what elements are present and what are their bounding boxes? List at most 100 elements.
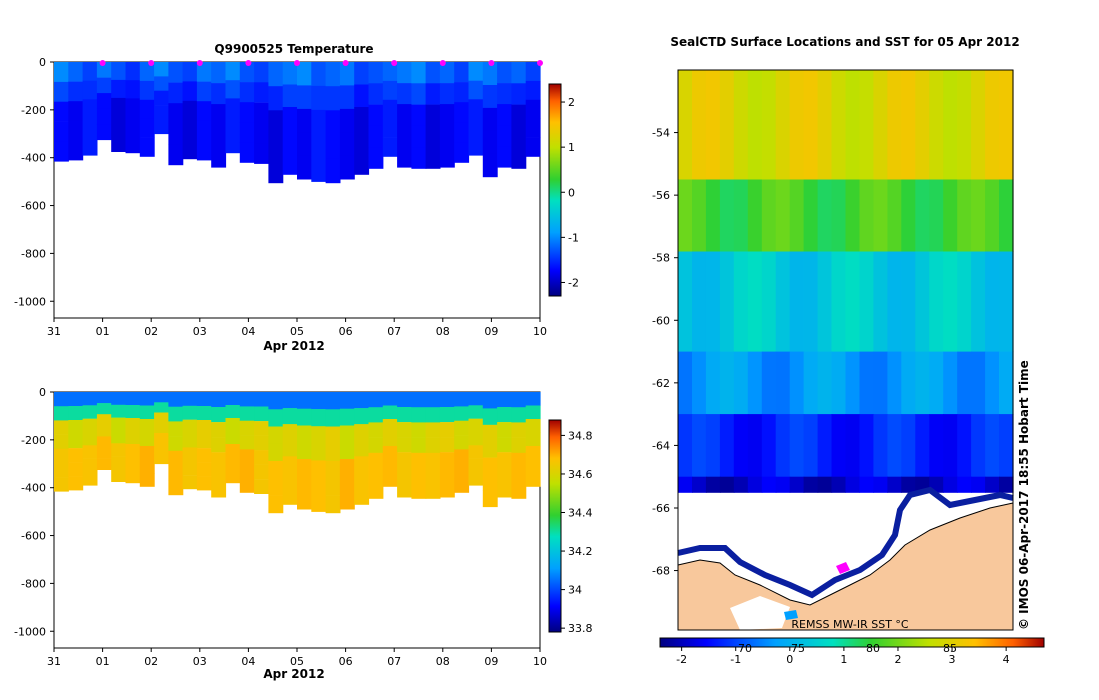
profile-cell xyxy=(211,422,227,438)
profile-cell xyxy=(96,392,112,404)
profile-cell xyxy=(254,102,269,124)
profile-cell xyxy=(439,407,455,423)
profile-cell xyxy=(525,432,541,447)
profile-cell xyxy=(125,116,141,135)
profile-cell xyxy=(54,101,69,122)
profile-cell xyxy=(154,433,169,444)
profile-cell xyxy=(211,392,227,408)
profile-cell xyxy=(397,422,412,438)
profile-cell xyxy=(268,409,284,427)
profile-cell xyxy=(368,104,384,127)
profile-cell xyxy=(254,392,269,407)
colorbar-tick-label: 2 xyxy=(568,96,575,109)
colorbar-tick-label: 34 xyxy=(568,584,582,597)
profile-cell xyxy=(397,104,412,126)
sst-cell xyxy=(971,351,986,415)
profile-cell xyxy=(154,443,169,454)
profile-cell xyxy=(125,80,141,99)
lat-tick-label: -58 xyxy=(652,252,670,265)
sst-cell xyxy=(887,476,902,493)
profile-cell xyxy=(497,407,512,423)
profile-cell xyxy=(82,405,98,419)
lat-tick-label: -54 xyxy=(652,127,670,140)
profile-cell xyxy=(354,408,370,425)
profile-cell xyxy=(54,462,69,478)
profile-cell xyxy=(239,122,255,143)
profile-cell xyxy=(297,475,312,493)
profile-cell xyxy=(168,62,184,83)
profile-cell xyxy=(382,137,398,157)
sst-cell xyxy=(901,251,916,353)
sst-cell xyxy=(761,179,777,252)
profile-cell xyxy=(454,406,470,422)
profile-cell xyxy=(325,495,341,514)
profile-cell xyxy=(511,104,527,127)
profile-cell xyxy=(311,109,327,135)
profile-cell xyxy=(239,406,255,422)
profile-cell xyxy=(268,461,284,479)
profile-cell xyxy=(68,140,84,161)
x-tick-label: 01 xyxy=(96,325,110,338)
profile-cell xyxy=(182,433,198,448)
profile-cell xyxy=(196,406,212,421)
map-title: SealCTD Surface Locations and SST for 05… xyxy=(670,35,1019,49)
sst-cell xyxy=(803,476,819,493)
profile-cell xyxy=(354,456,370,473)
profile-cell xyxy=(254,421,269,436)
profile-cell xyxy=(397,482,412,498)
profile-cell xyxy=(68,62,84,82)
salinity-y-axis: 0 -200 -400 -600 -800 -1000 xyxy=(14,386,54,638)
sst-cell xyxy=(873,70,888,180)
profile-cell xyxy=(182,100,198,121)
profile-cell xyxy=(497,62,512,84)
sst-cell xyxy=(999,251,1014,353)
sst-cell xyxy=(859,351,875,415)
profile-cell xyxy=(511,468,527,484)
profile-cell xyxy=(439,482,455,498)
sst-cell xyxy=(957,251,972,353)
profile-cell xyxy=(168,450,184,466)
sst-cell xyxy=(803,251,819,353)
profile-cell xyxy=(139,446,155,460)
cast-marker xyxy=(294,60,300,66)
sst-cell xyxy=(817,251,833,353)
sst-cell xyxy=(929,70,944,180)
profile-cell xyxy=(354,392,370,409)
profile-cell xyxy=(525,118,541,138)
profile-cell xyxy=(497,83,512,105)
sst-cell xyxy=(859,414,875,478)
sst-cell xyxy=(831,179,847,252)
profile-cell xyxy=(196,462,212,477)
profile-cell xyxy=(154,453,169,465)
profile-cell xyxy=(168,144,184,166)
profile-cell xyxy=(139,473,155,487)
sst-cell xyxy=(761,476,777,493)
profile-cell xyxy=(497,467,512,483)
profile-cell xyxy=(182,392,198,407)
profile-cell xyxy=(225,62,241,81)
cast-marker xyxy=(148,60,155,66)
temperature-panel: Q9900525 Temperature 0 -200 -400 -600 -800 -1… xyxy=(14,42,579,353)
profile-cell xyxy=(468,99,484,119)
profile-cell xyxy=(282,472,298,489)
profile-cell xyxy=(154,76,169,92)
profile-cell xyxy=(439,146,455,168)
profile-cell xyxy=(425,468,441,484)
profile-cell xyxy=(311,494,327,512)
profile-cell xyxy=(196,476,212,491)
profile-cell xyxy=(68,81,84,102)
profile-cell xyxy=(525,446,541,460)
profile-cell xyxy=(382,473,398,487)
sst-cell xyxy=(692,351,707,415)
profile-cell xyxy=(468,118,484,137)
profile-cell xyxy=(282,440,298,457)
sst-cell xyxy=(971,476,986,493)
profile-cell xyxy=(54,420,69,435)
profile-cell xyxy=(139,459,155,474)
profile-cell xyxy=(511,62,527,84)
profile-cell xyxy=(268,62,284,87)
profile-cell xyxy=(68,420,84,435)
profile-cell xyxy=(425,104,441,127)
profile-cell xyxy=(439,392,455,408)
profile-cell xyxy=(497,392,512,408)
